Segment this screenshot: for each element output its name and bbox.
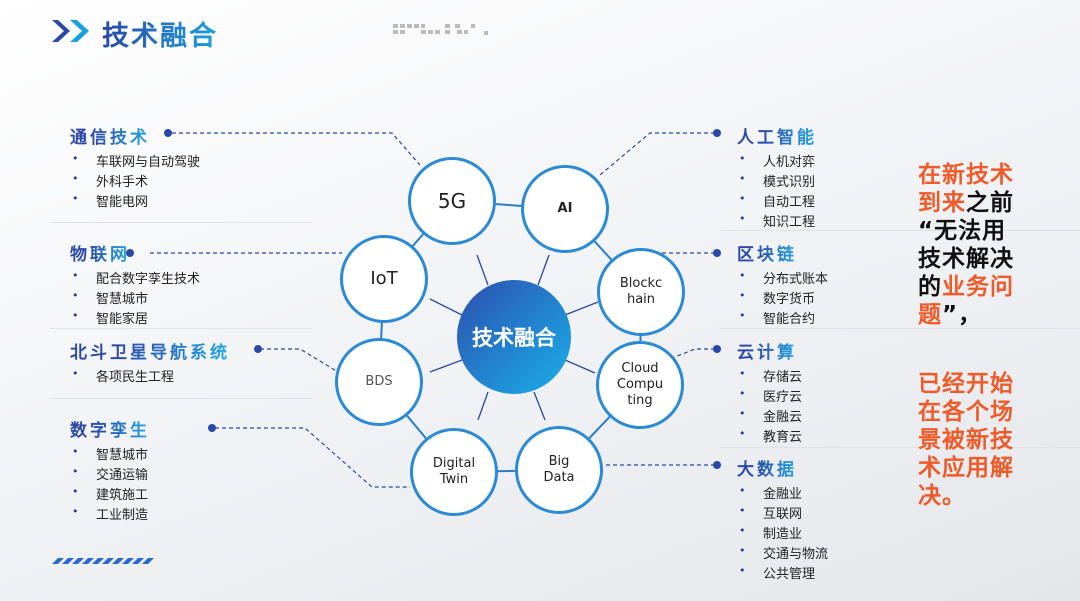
node-5g: 5G (408, 157, 496, 245)
pixel-decoration (393, 24, 488, 35)
side-text-segment: 到来 (918, 190, 966, 216)
side-text-line: 技术解决 (918, 245, 1014, 273)
list-item: 配合数字孪生技术 (72, 268, 200, 287)
list-item: 智能合约 (739, 308, 815, 327)
section-heading: 通信技术 (70, 123, 150, 148)
section-heading: 云计算 (737, 338, 797, 363)
list-item: 金融云 (739, 406, 802, 425)
page-title: 技术融合 (102, 14, 218, 53)
list-item: 交通与物流 (739, 543, 828, 562)
list-item: 各项民生工程 (72, 366, 174, 385)
divider (720, 447, 1080, 448)
section-heading: 数字孪生 (70, 416, 150, 441)
list-item: 外科手术 (72, 171, 148, 190)
divider (50, 222, 312, 223)
list-item: 公共管理 (739, 563, 815, 582)
side-text-line: 的业务问 (918, 273, 1014, 301)
side-text-line: “无法用 (918, 217, 1014, 245)
node-ai: AI (521, 165, 609, 253)
list-item: 医疗云 (739, 386, 802, 405)
side-text-line: 决。 (918, 483, 966, 509)
side-text-segment: 业务问 (942, 274, 1014, 300)
section-heading: 区块链 (737, 240, 797, 265)
node-bds: BDS (335, 338, 423, 426)
list-item: 智能家居 (72, 308, 148, 327)
list-item: 互联网 (739, 503, 802, 522)
divider (720, 230, 1080, 231)
list-item: 交通运输 (72, 464, 148, 483)
node-blockchain: Blockc hain (597, 248, 685, 336)
side-text-segment: 的 (918, 274, 942, 300)
list-item: 人机对弈 (739, 151, 815, 170)
list-item: 智慧城市 (72, 444, 148, 463)
side-text-segment: 技术解决 (918, 246, 1014, 272)
side-text-line: 到来之前 (918, 189, 1014, 217)
node-cloud-computing: Cloud Compu ting (596, 341, 684, 429)
list-item: 存储云 (739, 366, 802, 385)
node-big-data: Big Data (515, 426, 603, 514)
node-iot: IoT (340, 235, 428, 323)
side-text-line: 景被新技 (918, 427, 1014, 453)
side-text-line: 已经开始 (918, 371, 1014, 397)
list-item: 金融业 (739, 483, 802, 502)
side-text-line: 术应用解 (918, 455, 1014, 481)
list-item: 模式识别 (739, 171, 815, 190)
divider (720, 328, 1080, 329)
divider (50, 328, 312, 329)
section-heading: 人工智能 (737, 123, 817, 148)
list-item: 建筑施工 (72, 484, 148, 503)
list-item: 车联网与自动驾驶 (72, 151, 200, 170)
list-item: 数字货币 (739, 288, 815, 307)
node-digital-twin: Digital Twin (410, 428, 498, 516)
list-item: 智慧城市 (72, 288, 148, 307)
side-text-segment: 之前 (966, 190, 1014, 216)
list-item: 工业制造 (72, 504, 148, 523)
side-text-line: 题”， (918, 301, 1014, 329)
list-item: 教育云 (739, 426, 802, 445)
list-item: 自动工程 (739, 191, 815, 210)
side-text-segment: 在新技术 (918, 162, 1014, 188)
bottom-stripes-decoration (52, 558, 154, 564)
side-text-segment: ”， (942, 302, 983, 328)
list-item: 分布式账本 (739, 268, 828, 287)
center-node: 技术融合 (457, 280, 571, 394)
side-text-line: 在各个场 (918, 399, 1014, 425)
side-text-paragraph-1: 在新技术 到来之前 “无法用 技术解决 的业务问 题”， (918, 161, 1014, 329)
divider (50, 398, 312, 399)
section-heading: 北斗卫星导航系统 (70, 338, 230, 363)
list-item: 智能电网 (72, 191, 148, 210)
list-item: 知识工程 (739, 211, 815, 230)
section-heading: 大数据 (737, 455, 797, 480)
side-text-segment: 题 (918, 302, 942, 328)
title-chevron-icon (52, 20, 89, 42)
section-heading: 物联网 (70, 240, 130, 265)
side-text-paragraph-2: 已经开始 在各个场 景被新技 术应用解 决。 (918, 370, 1014, 510)
list-item: 制造业 (739, 523, 802, 542)
side-text-segment: “无法用 (918, 218, 1007, 244)
side-text-line: 在新技术 (918, 161, 1014, 189)
